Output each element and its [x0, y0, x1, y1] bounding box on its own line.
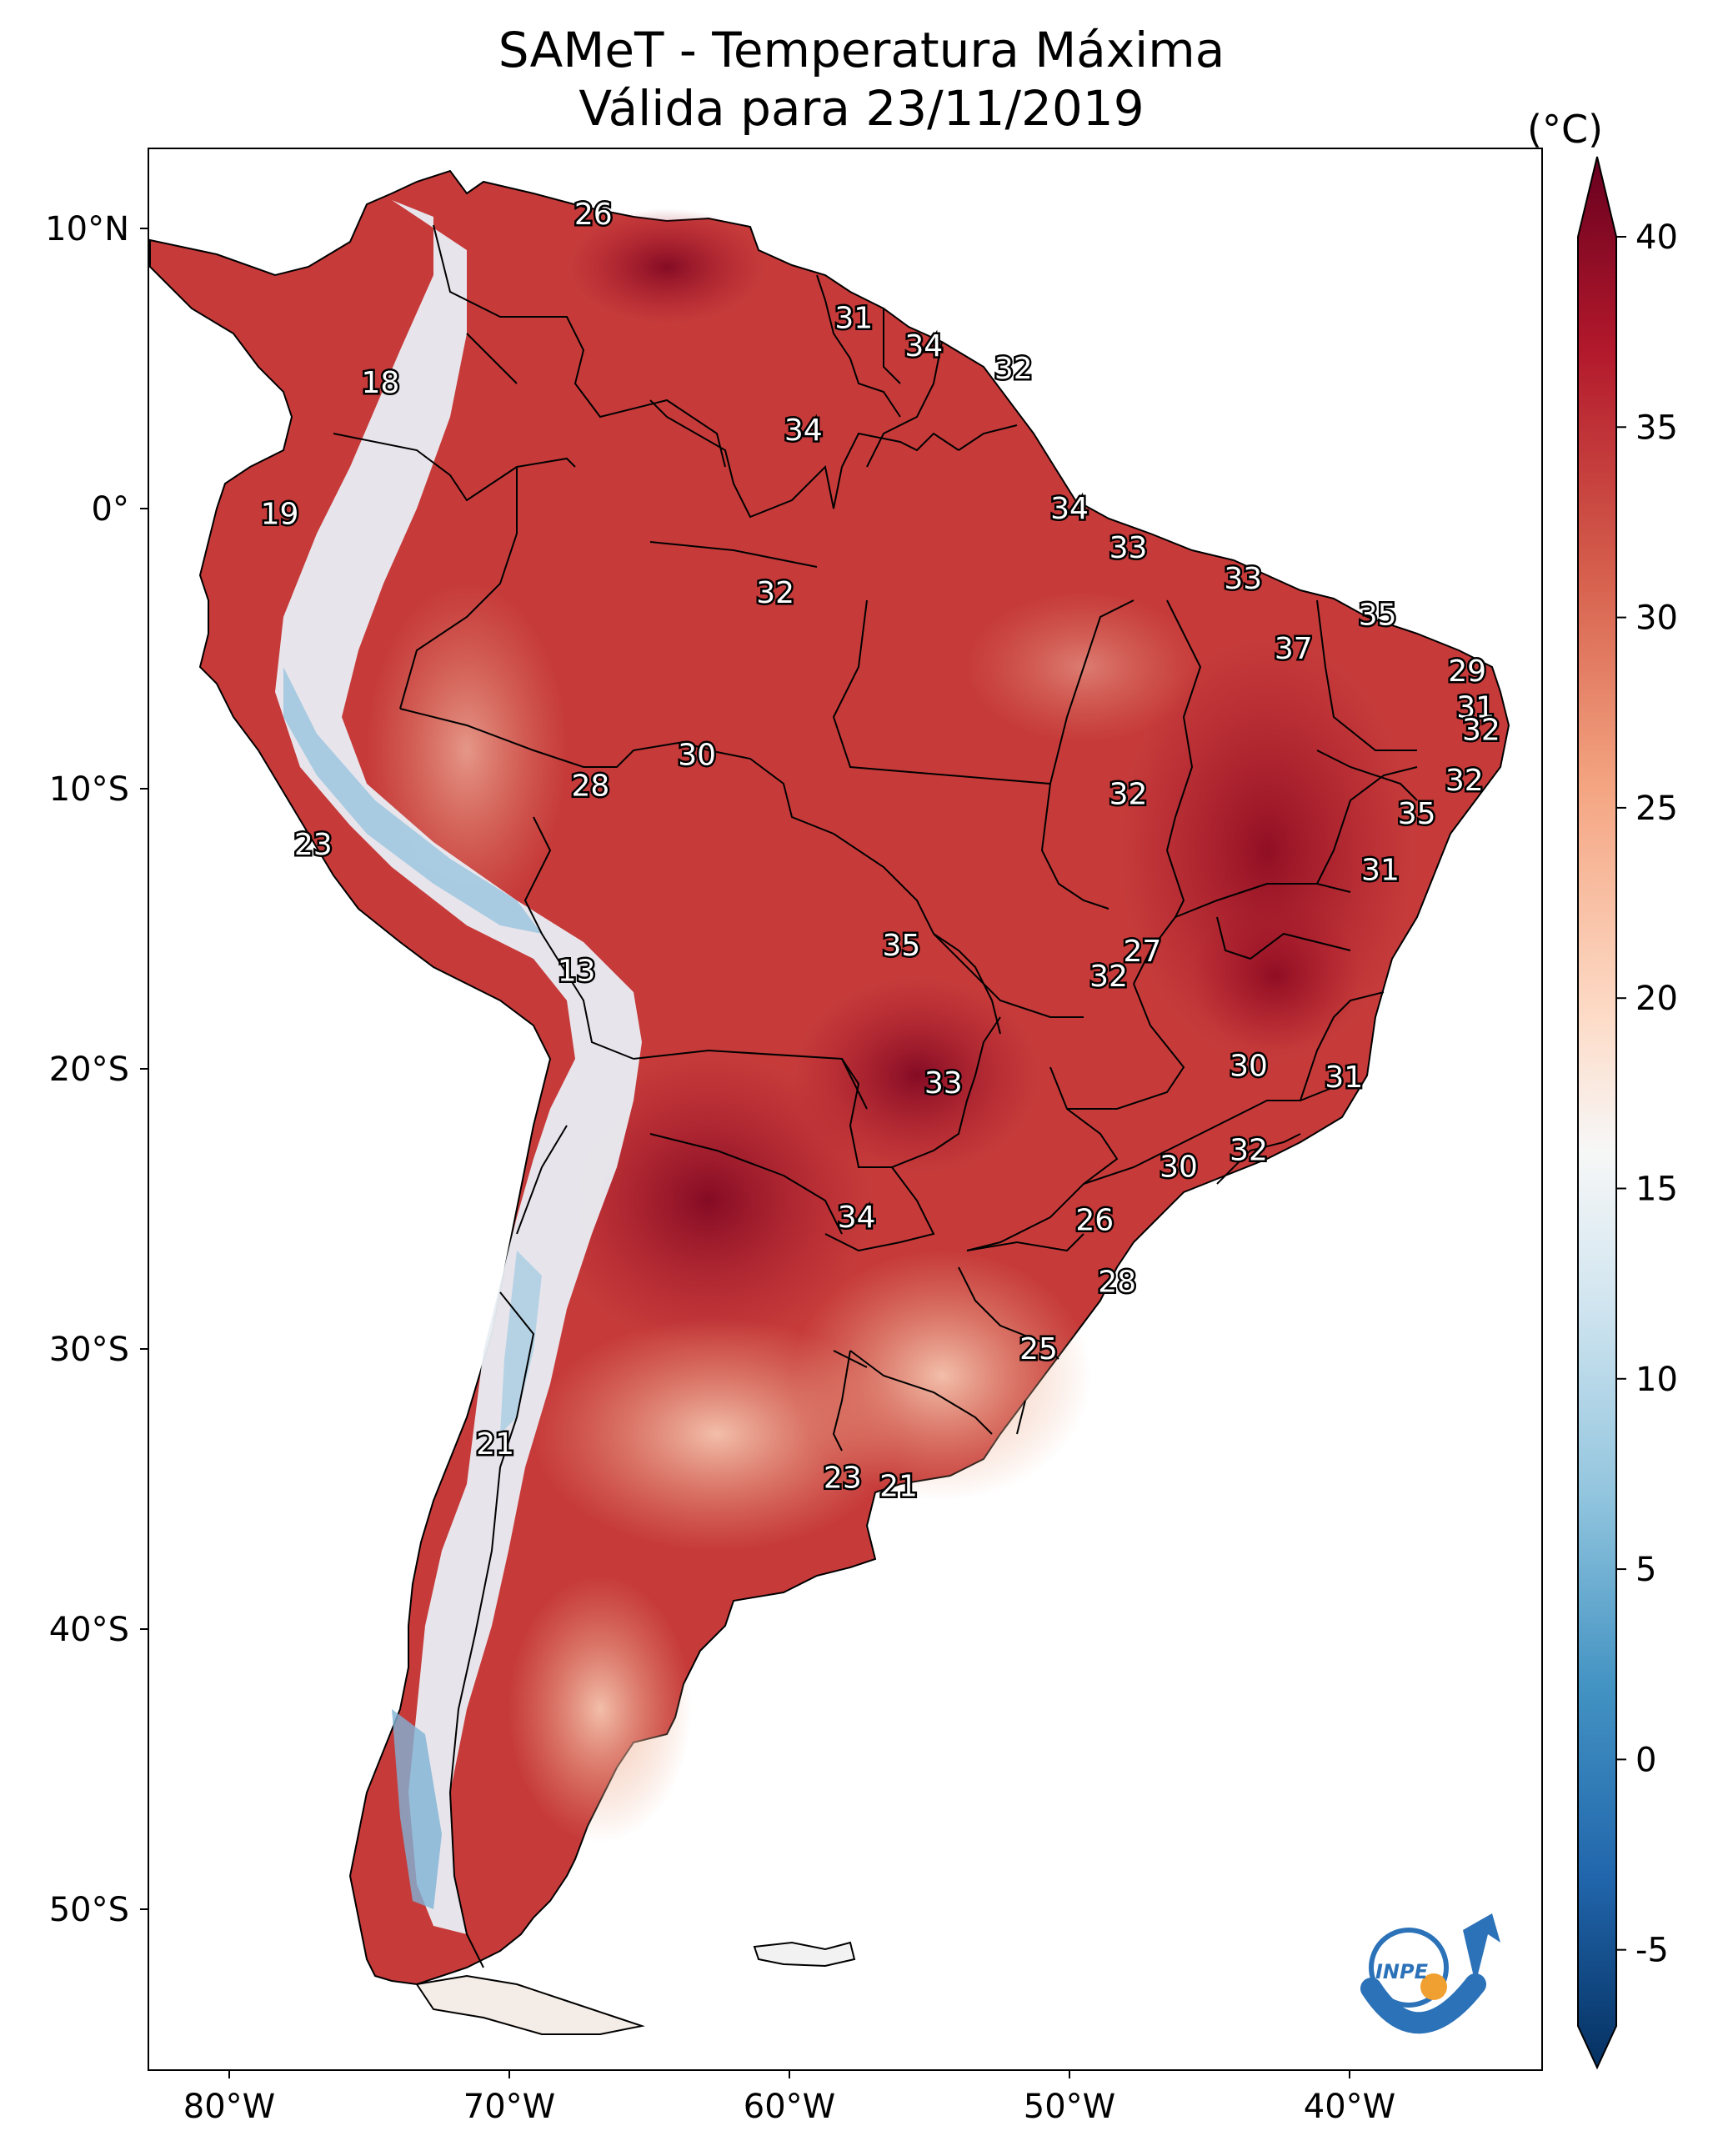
colorbar-tick-label: 40: [1635, 218, 1678, 257]
station-value: 32: [1462, 713, 1500, 747]
lat-tick-label: 10°S: [49, 770, 129, 809]
station-value: 33: [1109, 531, 1148, 565]
station-value: 23: [294, 828, 333, 862]
country-borders: [333, 224, 1418, 1968]
station-value: 35: [1398, 797, 1436, 831]
station-value: 19: [261, 498, 299, 532]
map-title: SAMeT - Temperatura Máxima: [498, 22, 1225, 78]
station-value: 23: [824, 1462, 862, 1496]
colorbar-tick-label: 15: [1635, 1170, 1678, 1208]
inpe-logo-text: INPE: [1375, 1960, 1429, 1983]
colorbar-tick-label: 30: [1635, 599, 1678, 638]
station-value: 27: [1123, 935, 1161, 969]
station-value: 30: [1230, 1050, 1268, 1084]
colorbar-tick-label: -5: [1635, 1932, 1669, 1970]
station-labels: 2618193134323434333335373229313232353130…: [258, 196, 1502, 1506]
station-value: 34: [1050, 492, 1089, 526]
lat-tick-label: 0°: [92, 490, 129, 529]
station-value: 35: [1359, 599, 1397, 633]
station-value: 32: [756, 576, 794, 610]
lat-tick-label: 10°N: [45, 210, 129, 248]
lat-tick-label: 20°S: [49, 1050, 129, 1089]
station-value: 28: [572, 770, 610, 804]
station-value: 34: [904, 329, 943, 364]
station-value: 34: [838, 1201, 876, 1235]
lon-tick-label: 60°W: [744, 2088, 835, 2126]
andes-cold-region: [275, 200, 642, 1934]
station-value: 26: [574, 198, 613, 232]
station-value: 32: [1445, 764, 1484, 798]
lon-tick-label: 80°W: [183, 2088, 275, 2126]
station-value: 21: [879, 1470, 918, 1504]
station-value: 32: [994, 352, 1033, 386]
lat-tick-label: 30°S: [49, 1331, 129, 1369]
longitude-axis: 80°W 70°W 60°W 50°W 40°W: [183, 2070, 1395, 2126]
colorbar-ticks: 40 35 30 25 20 15 10 5 0 -5: [1616, 218, 1678, 1970]
colorbar: 40 35 30 25 20 15 10 5 0 -5: [1577, 156, 1678, 2070]
station-value: 32: [1230, 1133, 1268, 1167]
station-value: 18: [362, 366, 400, 400]
colorbar-tick-label: 25: [1635, 790, 1678, 828]
colorbar-tick-label: 0: [1635, 1741, 1656, 1779]
station-value: 32: [1109, 778, 1148, 812]
station-value: 28: [1098, 1265, 1136, 1299]
lon-tick-label: 70°W: [463, 2088, 555, 2126]
lon-tick-label: 50°W: [1024, 2088, 1115, 2126]
station-value: 33: [924, 1066, 963, 1101]
station-value: 25: [1019, 1332, 1058, 1366]
station-value: 37: [1275, 632, 1313, 666]
inpe-logo: INPE: [1360, 1913, 1500, 2034]
station-value: 31: [1325, 1060, 1363, 1095]
station-value: 30: [678, 739, 716, 773]
station-value: 31: [834, 302, 873, 336]
map-frame: [148, 148, 1543, 2071]
colorbar-tick-label: 20: [1635, 980, 1678, 1018]
station-value: 33: [1224, 562, 1262, 596]
map-subtitle: Válida para 23/11/2019: [579, 80, 1144, 137]
station-value: 29: [1448, 654, 1486, 689]
station-value: 32: [1089, 960, 1128, 994]
lat-tick-label: 50°S: [49, 1891, 129, 1929]
colorbar-tick-label: 5: [1635, 1551, 1656, 1589]
colorbar-tick-label: 10: [1635, 1361, 1678, 1399]
station-value: 30: [1160, 1151, 1198, 1185]
colorbar-tick-label: 35: [1635, 409, 1678, 447]
station-value: 34: [784, 414, 823, 448]
latitude-axis: 10°N 0° 10°S 20°S 30°S 40°S 50°S: [45, 210, 148, 1929]
station-value: 31: [1456, 691, 1495, 725]
station-value: 35: [882, 929, 920, 963]
lon-tick-label: 40°W: [1304, 2088, 1395, 2126]
lat-tick-label: 40°S: [49, 1611, 129, 1649]
station-value: 13: [558, 954, 596, 988]
station-value: 26: [1075, 1203, 1114, 1237]
station-value: 21: [476, 1427, 514, 1462]
colorbar-unit: (°C): [1527, 107, 1604, 152]
station-value: 31: [1361, 853, 1400, 887]
